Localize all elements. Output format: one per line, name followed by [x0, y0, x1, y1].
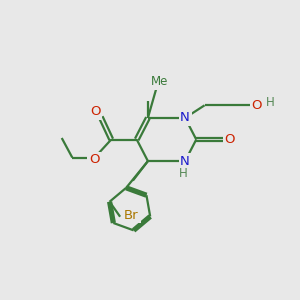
Text: H: H — [179, 167, 188, 180]
Text: Me: Me — [151, 75, 168, 88]
Text: N: N — [180, 154, 190, 168]
Text: Br: Br — [124, 209, 139, 222]
Text: H: H — [266, 96, 275, 110]
Text: O: O — [225, 133, 235, 146]
Text: O: O — [90, 105, 101, 118]
Text: O: O — [251, 99, 262, 112]
Text: N: N — [180, 111, 190, 124]
Text: O: O — [89, 153, 99, 167]
